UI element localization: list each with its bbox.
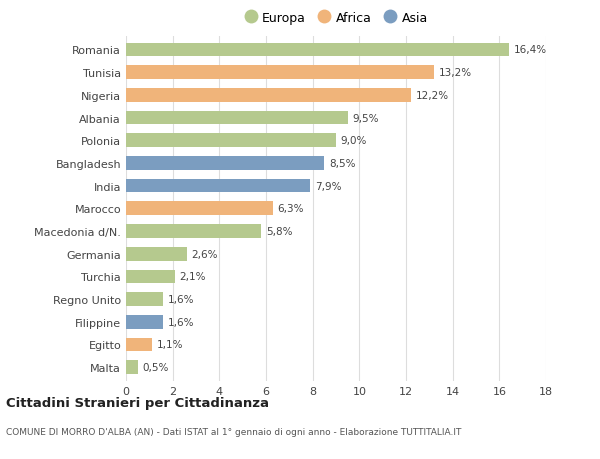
Text: 2,1%: 2,1%: [179, 272, 206, 282]
Bar: [126, 338, 152, 352]
Text: 6,3%: 6,3%: [278, 204, 304, 214]
Bar: [126, 89, 410, 102]
Bar: [126, 293, 163, 306]
Text: 13,2%: 13,2%: [439, 68, 472, 78]
Text: 5,8%: 5,8%: [266, 226, 293, 236]
Text: COMUNE DI MORRO D'ALBA (AN) - Dati ISTAT al 1° gennaio di ogni anno - Elaborazio: COMUNE DI MORRO D'ALBA (AN) - Dati ISTAT…: [6, 427, 461, 436]
Bar: [126, 179, 310, 193]
Legend: Europa, Africa, Asia: Europa, Africa, Asia: [241, 9, 431, 29]
Text: 9,0%: 9,0%: [341, 136, 367, 146]
Bar: [126, 225, 262, 238]
Text: 2,6%: 2,6%: [191, 249, 218, 259]
Bar: [126, 157, 325, 170]
Text: 9,5%: 9,5%: [352, 113, 379, 123]
Text: 0,5%: 0,5%: [142, 363, 169, 372]
Text: Cittadini Stranieri per Cittadinanza: Cittadini Stranieri per Cittadinanza: [6, 396, 269, 409]
Bar: [126, 315, 163, 329]
Bar: [126, 202, 273, 216]
Bar: [126, 361, 137, 374]
Text: 16,4%: 16,4%: [514, 45, 547, 55]
Bar: [126, 270, 175, 284]
Text: 12,2%: 12,2%: [415, 90, 448, 101]
Bar: [126, 247, 187, 261]
Text: 1,6%: 1,6%: [168, 317, 194, 327]
Text: 1,1%: 1,1%: [157, 340, 183, 350]
Bar: [126, 66, 434, 80]
Text: 1,6%: 1,6%: [168, 294, 194, 304]
Bar: [126, 134, 336, 148]
Bar: [126, 44, 509, 57]
Text: 8,5%: 8,5%: [329, 158, 355, 168]
Text: 7,9%: 7,9%: [315, 181, 341, 191]
Bar: [126, 112, 347, 125]
